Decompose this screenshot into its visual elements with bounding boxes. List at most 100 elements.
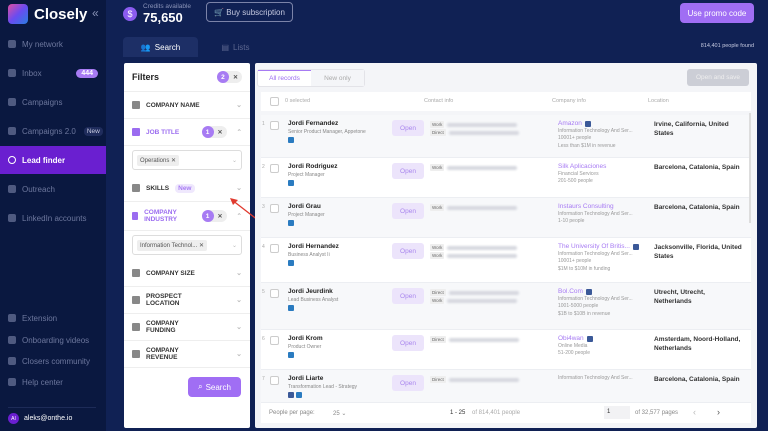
filter-company-revenue[interactable]: COMPANY REVENUE ⌄ — [124, 341, 250, 368]
chevron-down-icon[interactable]: ⌄ — [236, 351, 242, 358]
contact-info[interactable]: Work — [430, 121, 518, 128]
table-row[interactable]: 1 Jordi Fernandez Senior Product Manager,… — [261, 115, 751, 158]
tab-new-only[interactable]: New only — [311, 70, 364, 86]
per-page-select[interactable]: 25 ⌄ — [333, 411, 347, 417]
sidebar-item-linkedin-accounts[interactable]: LinkedIn accounts — [0, 204, 106, 232]
linkedin-icon[interactable] — [288, 260, 294, 266]
page-input[interactable]: 1 — [604, 406, 630, 419]
person-name[interactable]: Jordi Jeurdink — [288, 288, 333, 295]
filter-count[interactable]: 1 ✕ — [201, 210, 227, 222]
select-all-checkbox[interactable] — [270, 97, 279, 106]
tab-all-records[interactable]: All records — [258, 70, 311, 86]
linkedin-icon[interactable] — [288, 180, 294, 186]
contact-info[interactable]: Direct — [430, 336, 519, 343]
filter-count[interactable]: 1 ✕ — [201, 126, 227, 138]
company-name[interactable]: The University Of Britis... — [558, 243, 630, 250]
person-name[interactable]: Jordi Grau — [288, 203, 321, 210]
contact-info[interactable]: Work — [430, 244, 518, 251]
contact-info[interactable]: Work — [430, 164, 518, 171]
linkedin-icon[interactable] — [296, 392, 302, 398]
company-name[interactable]: Bol.Com — [558, 288, 583, 295]
open-button[interactable]: Open — [392, 243, 424, 259]
sidebar-item-campaigns[interactable]: Campaigns — [0, 88, 106, 116]
open-button[interactable]: Open — [392, 335, 424, 351]
contact-info[interactable]: Direct — [430, 289, 519, 296]
next-page-icon[interactable]: › — [717, 407, 720, 417]
table-row[interactable]: 4 Jordi Hernandez Business Analyst Ii Ope… — [261, 238, 751, 283]
filter-company-industry[interactable]: COMPANY INDUSTRY 1 ✕ ⌃ — [124, 202, 250, 231]
facebook-icon[interactable] — [288, 392, 294, 398]
row-checkbox[interactable] — [270, 244, 279, 253]
table-row[interactable]: 2 Jordi Rodriguez Project Manager Open Wor… — [261, 158, 751, 198]
contact-info[interactable]: Work — [430, 297, 518, 304]
sidebar-item-lead-finder[interactable]: Lead finder — [0, 146, 106, 174]
row-checkbox[interactable] — [270, 376, 279, 385]
contact-info[interactable]: Work — [430, 204, 518, 211]
sidebar-item-help-center[interactable]: Help center — [0, 372, 106, 392]
close-icon[interactable]: ✕ — [232, 74, 238, 81]
linkedin-icon[interactable] — [288, 352, 294, 358]
filter-select[interactable]: Operations ✕ ⌄ — [132, 150, 242, 170]
chevron-down-icon[interactable]: ⌄ — [236, 270, 242, 277]
sidebar-item-onboarding-videos[interactable]: Onboarding videos — [0, 330, 106, 350]
linkedin-icon[interactable] — [288, 137, 294, 143]
company-name[interactable]: Obi4wan — [558, 335, 584, 342]
linkedin-icon[interactable] — [288, 305, 294, 311]
sidebar-item-extension[interactable]: Extension — [0, 308, 106, 328]
use-promo-code-button[interactable]: Use promo code — [680, 3, 754, 23]
filter-prospect-location[interactable]: PROSPECT LOCATION ⌄ — [124, 287, 250, 314]
tab-lists[interactable]: ▤ Lists — [221, 42, 250, 52]
collapse-sidebar-icon[interactable]: « — [92, 6, 99, 20]
remove-chip-icon[interactable]: ✕ — [171, 157, 177, 164]
facebook-icon[interactable] — [632, 243, 639, 250]
sidebar-item-inbox[interactable]: Inbox 444 — [0, 59, 106, 87]
facebook-icon[interactable] — [586, 335, 593, 342]
chevron-down-icon[interactable]: ⌄ — [236, 102, 242, 109]
contact-info[interactable]: Work — [430, 252, 518, 259]
chevron-down-icon[interactable]: ⌄ — [236, 185, 242, 192]
filter-company-funding[interactable]: COMPANY FUNDING ⌄ — [124, 314, 250, 341]
table-row[interactable]: 3 Jordi Grau Project Manager Open Work Ins… — [261, 198, 751, 238]
sidebar-item-campaigns-2-0[interactable]: Campaigns 2.0 New — [0, 117, 106, 145]
clear-filters[interactable]: 2 ✕ — [216, 71, 242, 83]
person-name[interactable]: Jordi Krom — [288, 335, 323, 342]
row-checkbox[interactable] — [270, 289, 279, 298]
contact-info[interactable]: Direct — [430, 376, 519, 383]
row-checkbox[interactable] — [270, 164, 279, 173]
filter-select[interactable]: Information Technol... ✕ ⌄ — [132, 235, 242, 255]
close-icon[interactable]: ✕ — [217, 213, 223, 220]
company-name[interactable]: Instaurs Consulting — [558, 203, 614, 210]
person-name[interactable]: Jordi Rodriguez — [288, 163, 338, 170]
tab-search[interactable]: 👥 Search — [123, 37, 198, 57]
open-button[interactable]: Open — [392, 163, 424, 179]
person-name[interactable]: Jordi Fernandez — [288, 120, 339, 127]
scrollbar[interactable] — [749, 113, 751, 223]
linkedin-icon[interactable] — [288, 220, 294, 226]
open-button[interactable]: Open — [392, 375, 424, 391]
remove-chip-icon[interactable]: ✕ — [198, 242, 204, 249]
company-name[interactable]: Silk Aplicaciones — [558, 163, 607, 170]
buy-subscription-button[interactable]: 🛒 Buy subscription — [206, 2, 293, 22]
user-account[interactable]: AI aleks@onthe.io — [8, 413, 72, 424]
facebook-icon[interactable] — [585, 288, 592, 295]
close-icon[interactable]: ✕ — [217, 129, 223, 136]
search-button[interactable]: ⌕ Search — [188, 377, 241, 397]
table-row[interactable]: 6 Jordi Krom Product Owner Open Direct Obi… — [261, 330, 751, 370]
filter-company-name[interactable]: COMPANY NAME ⌄ — [124, 92, 250, 119]
chevron-up-icon[interactable]: ⌃ — [236, 129, 242, 136]
filter-skills[interactable]: SKILLS New ⌄ — [124, 175, 250, 202]
contact-info[interactable]: Direct — [430, 129, 519, 136]
row-checkbox[interactable] — [270, 121, 279, 130]
facebook-icon[interactable] — [584, 120, 591, 127]
sidebar-item-my-network[interactable]: My network — [0, 30, 106, 58]
row-checkbox[interactable] — [270, 204, 279, 213]
prev-page-icon[interactable]: ‹ — [693, 407, 696, 417]
open-button[interactable]: Open — [392, 120, 424, 136]
open-button[interactable]: Open — [392, 288, 424, 304]
row-checkbox[interactable] — [270, 336, 279, 345]
filter-company-size[interactable]: COMPANY SIZE ⌄ — [124, 260, 250, 287]
logo[interactable]: Closely — [8, 4, 87, 24]
person-name[interactable]: Jordi Hernandez — [288, 243, 339, 250]
sidebar-item-outreach[interactable]: Outreach — [0, 175, 106, 203]
person-name[interactable]: Jordi Liarte — [288, 375, 324, 382]
